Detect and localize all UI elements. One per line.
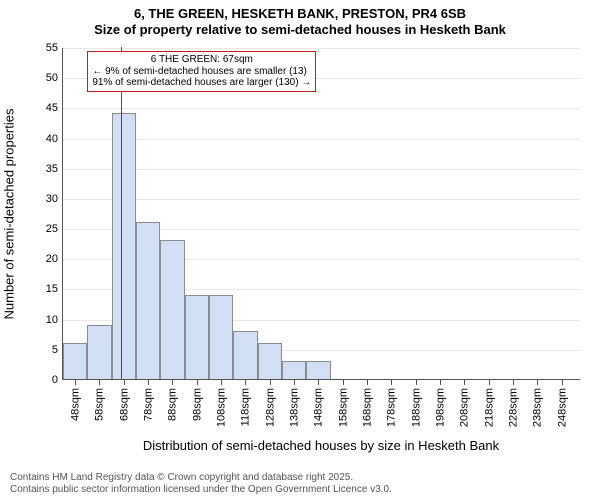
- x-tick-mark: [270, 380, 271, 385]
- x-tick-mark: [172, 380, 173, 385]
- x-tick-label: 78sqm: [143, 388, 155, 421]
- x-tick-mark: [489, 380, 490, 385]
- x-tick-mark: [99, 380, 100, 385]
- title-line-2: Size of property relative to semi-detach…: [0, 22, 600, 38]
- y-tick-label: 20: [46, 253, 58, 265]
- x-tick-label: 158sqm: [337, 388, 349, 427]
- x-tick-mark: [148, 380, 149, 385]
- x-tick-label: 218sqm: [483, 388, 495, 427]
- x-tick-label: 68sqm: [118, 388, 130, 421]
- x-tick-mark: [221, 380, 222, 385]
- x-tick-label: 198sqm: [434, 388, 446, 427]
- x-tick-mark: [537, 380, 538, 385]
- x-tick-mark: [294, 380, 295, 385]
- gridline: [63, 199, 580, 200]
- x-tick-label: 178sqm: [386, 388, 398, 427]
- gridline: [63, 169, 580, 170]
- attribution-text: Contains HM Land Registry data © Crown c…: [10, 472, 392, 496]
- histogram-bar: [160, 240, 184, 379]
- x-tick-label: 108sqm: [216, 388, 228, 427]
- y-tick-label: 45: [46, 102, 58, 114]
- x-tick-label: 238sqm: [532, 388, 544, 427]
- y-tick-label: 0: [52, 374, 58, 386]
- x-tick-mark: [513, 380, 514, 385]
- annotation-line: 91% of semi-detached houses are larger (…: [92, 77, 311, 89]
- gridline: [63, 139, 580, 140]
- x-tick-label: 118sqm: [240, 388, 252, 426]
- histogram-bar: [185, 295, 209, 380]
- histogram-bar: [63, 343, 87, 379]
- x-axis-label: Distribution of semi-detached houses by …: [62, 438, 580, 453]
- y-tick-label: 5: [52, 344, 58, 356]
- property-marker-line: [121, 47, 122, 379]
- histogram-bar: [136, 222, 160, 379]
- gridline: [63, 108, 580, 109]
- gridline: [63, 48, 580, 49]
- y-tick-label: 30: [46, 193, 58, 205]
- x-tick-label: 208sqm: [459, 388, 471, 427]
- histogram-bar: [306, 361, 330, 379]
- x-tick-label: 138sqm: [289, 388, 301, 427]
- y-tick-label: 55: [46, 42, 58, 54]
- x-tick-mark: [562, 380, 563, 385]
- y-tick-label: 50: [46, 72, 58, 84]
- annotation-line: ← 9% of semi-detached houses are smaller…: [92, 66, 311, 78]
- annotation-line: 6 THE GREEN: 67sqm: [92, 54, 311, 66]
- histogram-bar: [258, 343, 282, 379]
- histogram-bar: [282, 361, 306, 379]
- x-tick-mark: [416, 380, 417, 385]
- y-tick-label: 10: [46, 314, 58, 326]
- x-tick-label: 148sqm: [313, 388, 325, 427]
- property-size-chart: 6, THE GREEN, HESKETH BANK, PRESTON, PR4…: [0, 0, 600, 500]
- x-tick-label: 48sqm: [70, 388, 82, 421]
- x-tick-label: 228sqm: [507, 388, 519, 427]
- x-tick-mark: [343, 380, 344, 385]
- histogram-bar: [233, 331, 257, 379]
- x-tick-label: 58sqm: [94, 388, 106, 421]
- x-tick-label: 98sqm: [191, 388, 203, 421]
- x-tick-mark: [318, 380, 319, 385]
- x-tick-mark: [464, 380, 465, 385]
- y-tick-label: 25: [46, 223, 58, 235]
- x-tick-mark: [245, 380, 246, 385]
- x-tick-label: 128sqm: [264, 388, 276, 427]
- x-tick-label: 188sqm: [410, 388, 422, 427]
- x-tick-mark: [197, 380, 198, 385]
- x-tick-mark: [391, 380, 392, 385]
- attribution-line-1: Contains HM Land Registry data © Crown c…: [10, 472, 392, 484]
- attribution-line-2: Contains public sector information licen…: [10, 484, 392, 496]
- y-axis-label: Number of semi-detached properties: [2, 109, 17, 320]
- x-tick-label: 88sqm: [167, 388, 179, 421]
- annotation-box: 6 THE GREEN: 67sqm← 9% of semi-detached …: [87, 51, 316, 92]
- plot-area: 48sqm58sqm68sqm78sqm88sqm98sqm108sqm118s…: [62, 48, 580, 380]
- histogram-bar: [87, 325, 111, 379]
- x-tick-label: 248sqm: [556, 388, 568, 427]
- x-tick-mark: [124, 380, 125, 385]
- x-tick-mark: [440, 380, 441, 385]
- y-tick-label: 15: [46, 283, 58, 295]
- x-tick-label: 168sqm: [361, 388, 373, 427]
- y-tick-label: 35: [46, 163, 58, 175]
- y-tick-label: 40: [46, 133, 58, 145]
- title-line-1: 6, THE GREEN, HESKETH BANK, PRESTON, PR4…: [0, 6, 600, 22]
- histogram-bar: [209, 295, 233, 380]
- plot-area-wrapper: 48sqm58sqm68sqm78sqm88sqm98sqm108sqm118s…: [62, 48, 580, 380]
- x-tick-mark: [367, 380, 368, 385]
- x-tick-mark: [75, 380, 76, 385]
- histogram-bar: [112, 113, 136, 379]
- chart-title: 6, THE GREEN, HESKETH BANK, PRESTON, PR4…: [0, 0, 600, 39]
